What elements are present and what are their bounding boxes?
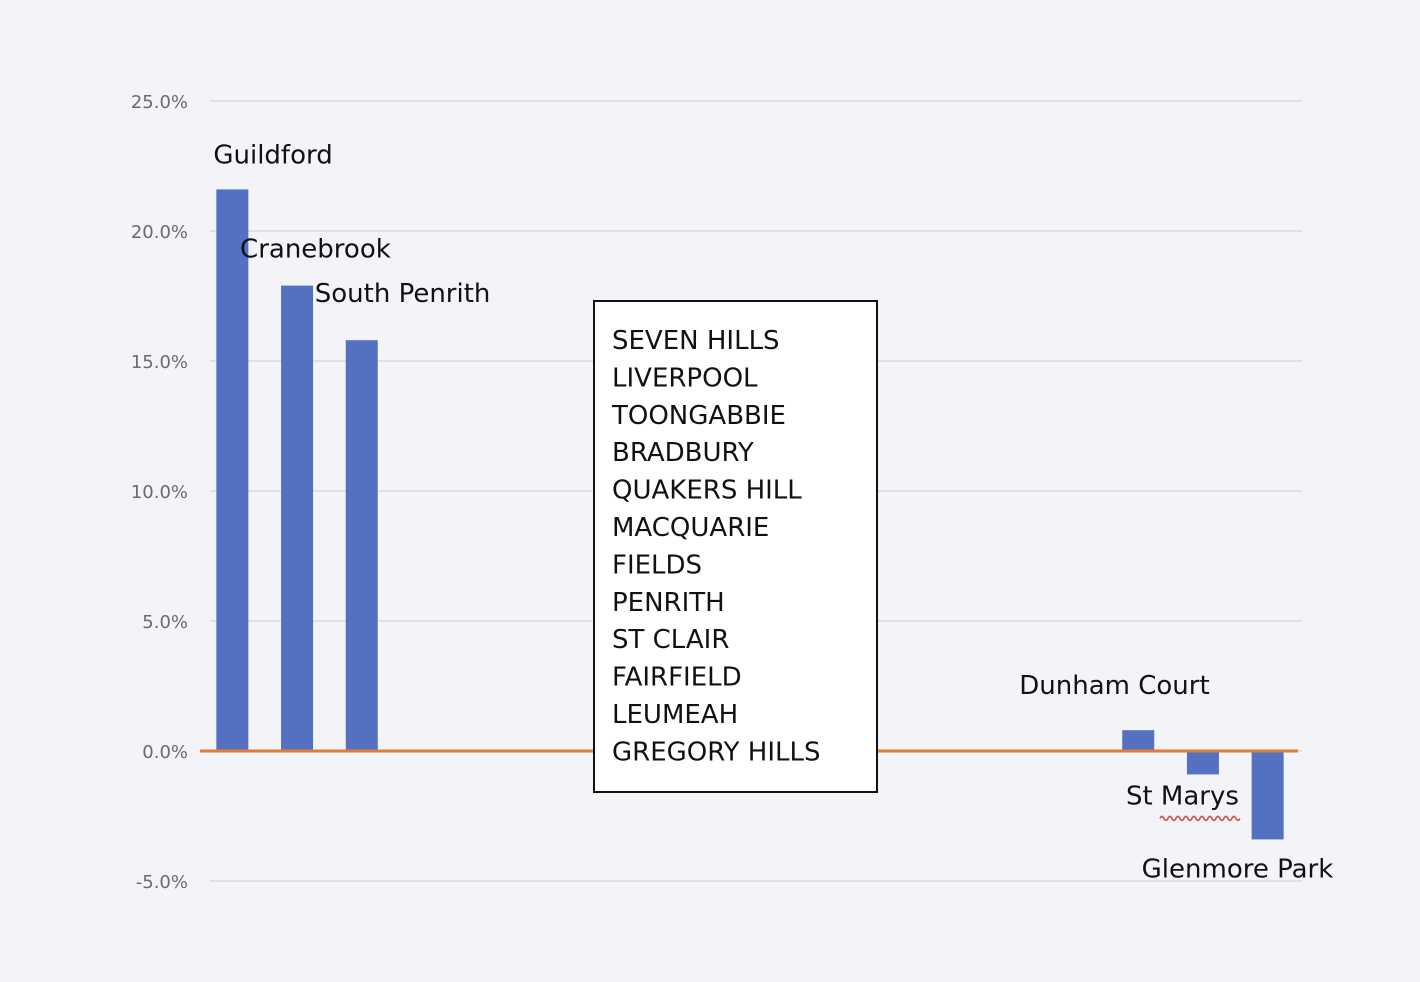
bars [216,189,1284,840]
bar-label: Guildford [213,140,332,170]
suburb-list-item: MACQUARIE [612,513,769,543]
suburb-list-item: QUAKERS HILL [612,476,802,506]
bar-labels: Guildford Cranebrook South Penrith Dunham C… [213,140,1333,884]
suburb-list-item: ST CLAIR [612,625,729,655]
spellcheck-underline [1159,815,1241,822]
y-tick-label: 10.0% [131,482,188,503]
bar-label: South Penrith [315,279,491,309]
bar-south-penrith [345,340,378,751]
suburb-list-item: BRADBURY [612,438,754,468]
y-tick-label: 0.0% [142,742,188,763]
suburb-list-frame [593,300,878,793]
suburb-list-box: SEVEN HILLS LIVERPOOL TOONGABBIE BRADBURY QU… [593,300,878,793]
suburb-list-item: LIVERPOOL [612,363,758,393]
bar-glenmore-park [1251,751,1284,840]
bar-guildford [216,189,249,751]
y-tick-label: -5.0% [136,872,188,893]
suburb-list-item: GREGORY HILLS [612,737,821,767]
suburb-list-item: LEUMEAH [612,700,738,730]
bar-cranebrook [281,285,314,751]
bar-dunham-court [1122,730,1155,751]
bar-st-marys [1186,751,1219,775]
y-tick-label: 5.0% [142,612,188,633]
bar-label: Glenmore Park [1142,854,1334,884]
suburb-list-item: TOONGABBIE [611,401,786,431]
suburb-list-item: SEVEN HILLS [612,326,780,356]
y-tick-label: 15.0% [131,352,188,373]
y-axis-tick-labels: 25.0% 20.0% 15.0% 10.0% 5.0% 0.0% -5.0% [131,92,188,893]
suburb-list-item: PENRITH [612,588,725,618]
y-tick-label: 20.0% [131,222,188,243]
bar-label: Dunham Court [1019,671,1209,701]
bar-label: St Marys [1126,781,1239,811]
bar-label: Cranebrook [240,235,391,265]
suburb-list-item: FAIRFIELD [612,663,742,693]
suburb-list-item: FIELDS [612,550,702,580]
y-tick-label: 25.0% [131,92,188,113]
